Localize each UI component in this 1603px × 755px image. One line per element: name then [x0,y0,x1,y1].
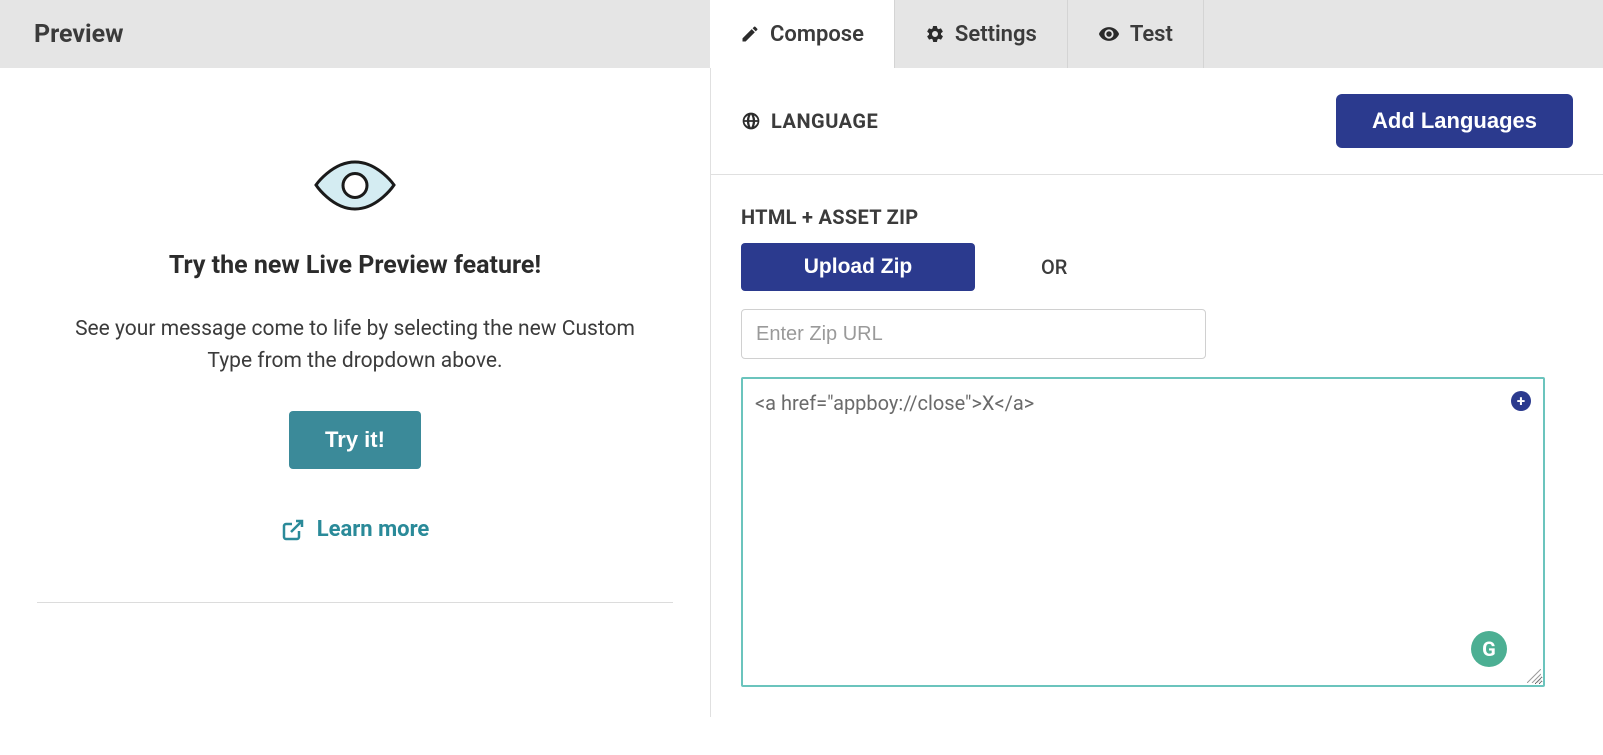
globe-icon [741,111,761,131]
learn-more-link[interactable]: Learn more [281,517,430,542]
asset-section: HTML + ASSET ZIP Upload Zip OR + G [711,175,1603,717]
learn-more-text: Learn more [317,517,430,542]
pencil-icon [740,24,760,44]
tab-test-label: Test [1130,22,1173,47]
tab-settings[interactable]: Settings [895,0,1068,68]
language-bar: LANGUAGE Add Languages [711,68,1603,175]
header-left: Preview [0,0,710,68]
tab-settings-label: Settings [955,22,1037,47]
compose-panel: LANGUAGE Add Languages HTML + ASSET ZIP … [710,68,1603,717]
resize-handle-icon[interactable] [1527,669,1541,683]
language-label-group: LANGUAGE [741,109,878,133]
preview-title: Preview [34,20,124,49]
tab-compose-label: Compose [770,22,864,47]
try-it-button[interactable]: Try it! [289,411,421,469]
main-content: Try the new Live Preview feature! See yo… [0,68,1603,717]
external-link-icon [281,518,305,542]
html-code-area: + G [741,377,1545,687]
large-eye-icon [310,158,400,213]
upload-zip-button[interactable]: Upload Zip [741,243,975,291]
language-label-text: LANGUAGE [771,109,878,133]
divider-line [37,602,673,603]
grammarly-icon: G [1471,631,1507,667]
preview-panel: Try the new Live Preview feature! See yo… [0,68,710,717]
upload-row: Upload Zip OR [741,243,1573,291]
tabs-container: Compose Settings Test [710,0,1603,68]
tab-compose[interactable]: Compose [710,0,895,68]
eye-icon [1098,23,1120,45]
zip-url-input[interactable] [741,309,1206,359]
or-text: OR [1041,255,1067,279]
header-bar: Preview Compose Settings Test [0,0,1603,68]
asset-heading: HTML + ASSET ZIP [741,205,1573,229]
tab-test[interactable]: Test [1068,0,1204,68]
html-code-textarea[interactable] [755,391,1503,673]
preview-heading: Try the new Live Preview feature! [169,251,541,280]
preview-description: See your message come to life by selecti… [75,314,635,377]
add-languages-button[interactable]: Add Languages [1336,94,1573,148]
plus-icon[interactable]: + [1511,391,1531,411]
preview-eye-illustration [310,158,400,217]
gear-icon [925,24,945,44]
